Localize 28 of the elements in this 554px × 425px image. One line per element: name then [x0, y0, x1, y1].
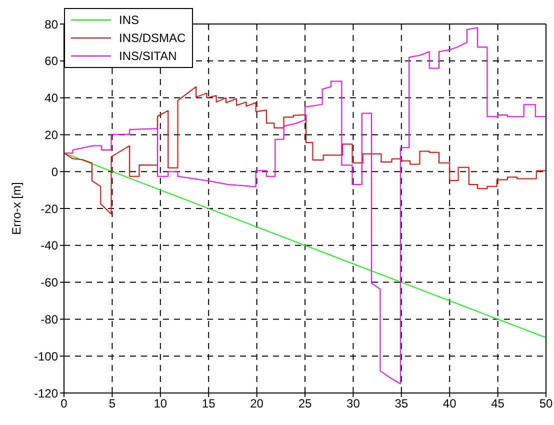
x-tick-label: 35	[394, 396, 408, 411]
y-axis-title: Erro-x [m]	[9, 182, 24, 235]
legend-label: INS	[119, 12, 140, 29]
x-tick-label: 10	[154, 396, 168, 411]
x-tick-label: 5	[108, 396, 116, 411]
y-tick-label: -40	[40, 238, 58, 253]
y-tick-label: 80	[44, 17, 58, 32]
x-tick-label: 0	[60, 396, 68, 411]
x-tick-label: 40	[442, 396, 457, 411]
x-tick-label: 45	[491, 396, 505, 411]
y-tick-label: -60	[40, 276, 58, 290]
line-series	[64, 27, 546, 384]
legend-label: INS/SITAN	[119, 48, 177, 65]
y-tick-label: 40	[44, 91, 58, 106]
x-tick-label: 25	[298, 396, 312, 411]
y-tick-label: 0	[51, 164, 58, 179]
x-tick-label: 20	[250, 396, 264, 411]
x-tick-label: 15	[202, 396, 216, 411]
y-tick-label: 20	[44, 128, 58, 142]
y-tick-label: -20	[40, 202, 58, 216]
x-tick-label: 50	[539, 396, 553, 411]
y-tick-label: -100	[34, 349, 58, 364]
line-series	[64, 86, 546, 215]
legend-label: INS/DSMAC	[119, 30, 186, 47]
x-tick-label: 30	[346, 396, 360, 411]
y-tick-label: 60	[44, 54, 58, 68]
y-tick-label: -120	[34, 386, 58, 400]
y-tick-label: -80	[40, 312, 58, 326]
